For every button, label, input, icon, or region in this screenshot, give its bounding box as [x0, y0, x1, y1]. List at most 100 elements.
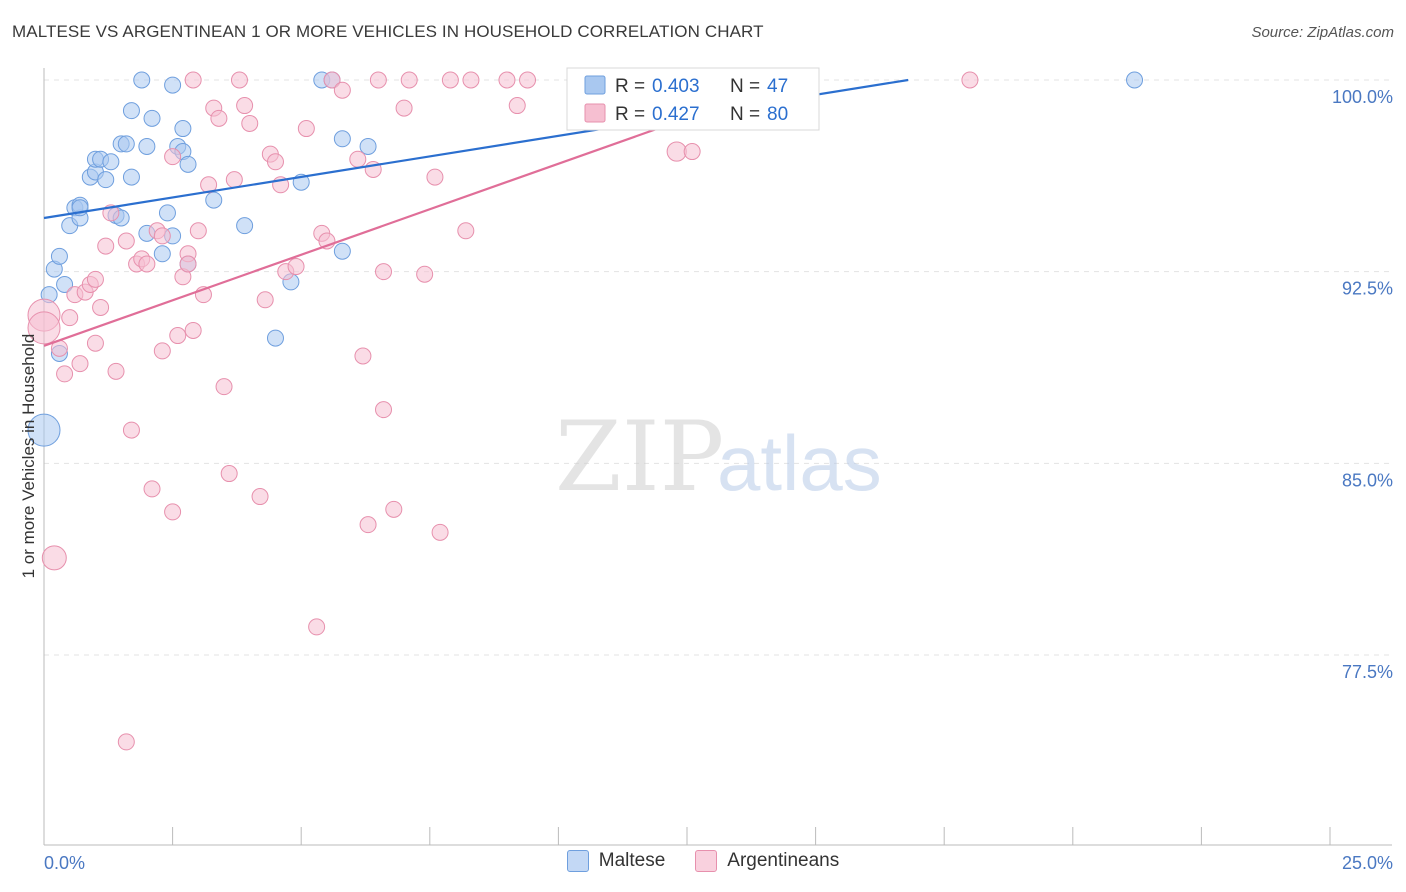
argentineans-point — [61, 309, 79, 327]
argentineans-point — [349, 150, 367, 168]
argentineans-point — [230, 71, 248, 89]
maltese-point — [122, 102, 140, 120]
argentineans-point — [220, 465, 238, 483]
y-axis-label: 1 or more Vehicles in Household — [19, 334, 38, 579]
argentineans-point — [333, 81, 351, 99]
maltese-point — [333, 130, 351, 148]
argentineans-point — [86, 270, 104, 288]
bottom-legend: Maltese Argentineans — [0, 850, 1406, 872]
argentineans-point — [354, 347, 372, 365]
legend-item-maltese[interactable]: Maltese — [566, 850, 666, 872]
maltese-point — [117, 135, 135, 153]
argentineans-point — [666, 141, 687, 162]
argentineans-point — [189, 222, 207, 240]
argentineans-point — [359, 516, 377, 534]
legend-r-value-2: 0.427 — [652, 104, 700, 125]
x-tick-label-max: 25.0% — [1342, 853, 1393, 873]
argentineans-point — [395, 99, 413, 117]
y-tick-label: 100.0% — [1332, 87, 1393, 107]
maltese-point — [1126, 71, 1144, 89]
argentineans-point — [184, 321, 202, 339]
y-tick-labels: 77.5% 85.0% 92.5% 100.0% — [1332, 87, 1393, 682]
maltese-swatch — [566, 850, 589, 872]
argentineans-point — [86, 334, 104, 352]
argentineans-point — [385, 500, 403, 518]
argentineans-point — [961, 71, 979, 89]
argentineans-point — [164, 148, 182, 166]
chart-title: MALTESE VS ARGENTINEAN 1 OR MORE VEHICLE… — [12, 22, 764, 41]
argentineans-point — [92, 298, 110, 316]
argentineans-point — [71, 355, 89, 373]
argentineans-point — [225, 171, 243, 189]
argentineans-point — [256, 291, 274, 309]
argentineans-point — [416, 265, 434, 283]
y-tick-label: 92.5% — [1342, 279, 1393, 299]
maltese-point — [359, 137, 377, 155]
argentineans-point — [441, 71, 459, 89]
grid-lines — [44, 79, 1392, 656]
stats-legend: R = 0.403 N = 47 R = 0.427 N = 80 — [566, 67, 820, 131]
argentineans-point — [210, 109, 228, 127]
maltese-point — [133, 71, 151, 89]
y-tick-label: 85.0% — [1342, 470, 1393, 490]
watermark-zip: ZIP — [555, 401, 724, 513]
argentineans-point — [153, 227, 171, 245]
argentineans-point — [138, 255, 156, 273]
argentineans-point — [323, 71, 341, 89]
legend-n-value-1: 47 — [767, 76, 788, 97]
argentineans-point — [117, 232, 135, 250]
argentineans-point — [56, 365, 74, 383]
legend-r-value-1: 0.403 — [652, 76, 700, 97]
maltese-point — [266, 329, 284, 347]
legend-label-maltese: Maltese — [598, 850, 666, 871]
maltese-point — [102, 153, 120, 171]
maltese-point — [27, 413, 61, 447]
argentineans-point — [41, 545, 67, 571]
argentineans-point — [462, 71, 480, 89]
x-tick-label-min: 0.0% — [44, 853, 85, 873]
argentineans-point — [308, 618, 326, 636]
argentineans-point — [184, 71, 202, 89]
argentineans-point — [215, 378, 233, 396]
argentineans-point — [297, 120, 315, 138]
argentineans-point — [519, 71, 537, 89]
argentineans-point — [153, 342, 171, 360]
axes — [43, 68, 1392, 846]
source-label: Source: ZipAtlas.com — [1251, 24, 1394, 41]
argentineans-point — [97, 237, 115, 255]
argentineans-point — [400, 71, 418, 89]
argentineans-point — [287, 258, 305, 276]
maltese-point — [143, 109, 161, 127]
argentineans-point — [143, 480, 161, 498]
legend-swatch-argentineans — [584, 103, 606, 123]
argentineans-point — [236, 97, 254, 115]
y-tick-label: 77.5% — [1342, 662, 1393, 682]
maltese-point — [97, 171, 115, 189]
watermark-atlas: atlas — [717, 419, 882, 507]
maltese-point — [158, 204, 176, 222]
legend-n-label-2: N = — [730, 104, 760, 125]
maltese-point — [333, 242, 351, 260]
argentineans-point — [107, 362, 125, 380]
legend-item-argentineans[interactable]: Argentineans — [695, 850, 839, 872]
maltese-point — [164, 76, 182, 94]
argentineans-point — [498, 71, 516, 89]
maltese-point — [174, 120, 192, 138]
argentineans-point — [117, 733, 135, 751]
legend-swatch-maltese — [584, 75, 606, 95]
argentineans-points — [27, 71, 979, 751]
argentineans-point — [369, 71, 387, 89]
argentineans-swatch — [695, 850, 718, 872]
argentineans-point — [179, 255, 197, 273]
legend-label-argentineans: Argentineans — [727, 850, 840, 871]
argentineans-point — [508, 97, 526, 115]
argentineans-point — [169, 327, 187, 345]
maltese-point — [138, 137, 156, 155]
argentineans-point — [375, 263, 393, 281]
legend-r-label-2: R = — [615, 104, 645, 125]
argentineans-point — [164, 503, 182, 521]
maltese-point — [205, 191, 223, 209]
argentineans-point — [457, 222, 475, 240]
legend-n-value-2: 80 — [767, 104, 788, 125]
